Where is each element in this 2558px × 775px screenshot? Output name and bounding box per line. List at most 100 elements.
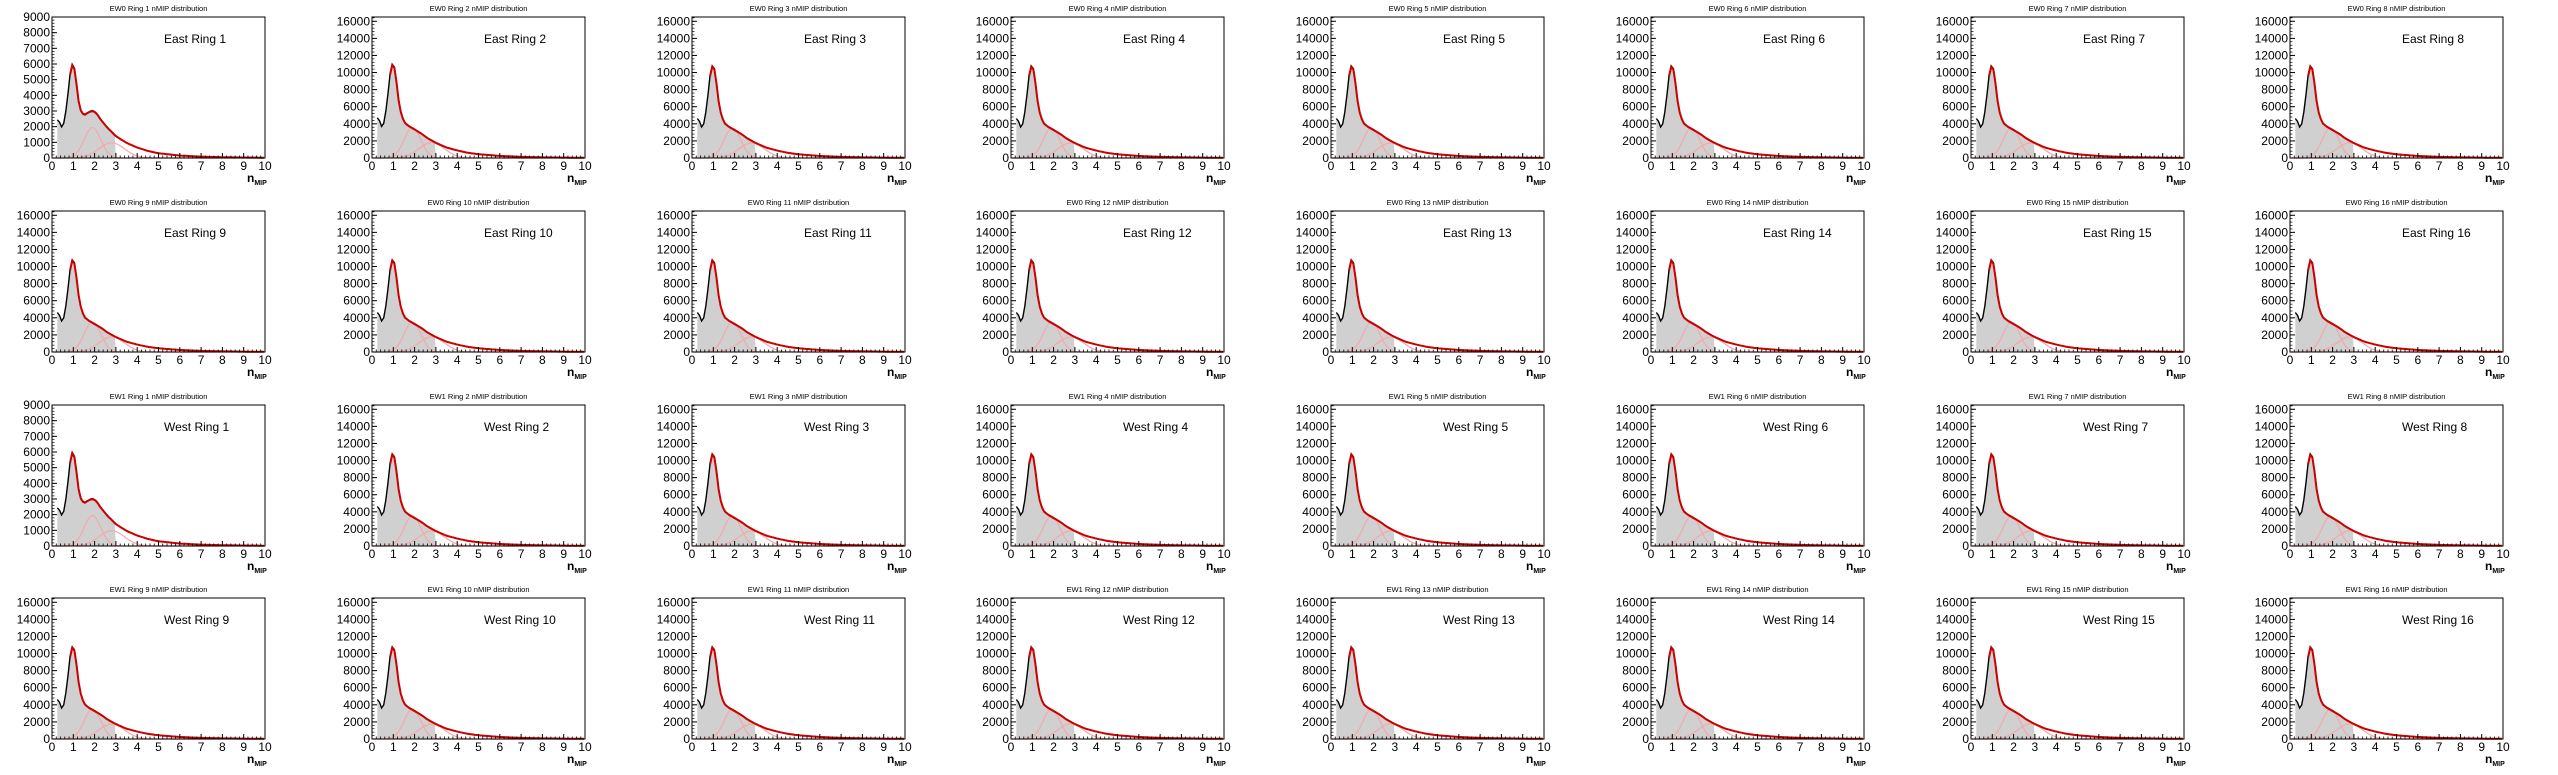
x-tick-label: 10 <box>898 740 912 754</box>
y-tick-label: 6000 <box>1302 100 1329 114</box>
x-tick-label: 0 <box>1647 547 1654 561</box>
x-tick-label: 5 <box>475 159 482 173</box>
x-tick-label: 0 <box>1328 547 1335 561</box>
x-tick-label: 4 <box>2052 740 2059 754</box>
x-tick-label: 9 <box>240 159 247 173</box>
y-tick-label: 2000 <box>1302 134 1329 148</box>
histogram-panel: EW1 Ring 4 nMIP distribution 0 1 2 3 4 5 6 7 8 9 10… <box>959 388 1279 582</box>
x-tick-label: 8 <box>2138 353 2145 367</box>
ring-label: East Ring 7 <box>2083 32 2145 46</box>
fit-curve <box>1667 645 1863 741</box>
x-axis-title-sub: MIP <box>894 374 907 381</box>
x-tick-label: 10 <box>2497 353 2511 367</box>
x-tick-label: 9 <box>2479 159 2486 173</box>
x-axis-title: nMIP <box>1526 171 1546 187</box>
fit-curve <box>388 645 584 741</box>
x-axis-title-sub: MIP <box>1214 761 1227 768</box>
y-tick-label: 14000 <box>656 419 690 433</box>
x-tick-label: 7 <box>1477 547 1484 561</box>
x-tick-label: 9 <box>1839 353 1846 367</box>
x-axis-title: nMIP <box>1846 365 1866 381</box>
y-tick-label: 16000 <box>1296 596 1330 610</box>
panel-title: EW1 Ring 11 nMIP distribution <box>747 585 848 594</box>
y-tick-label: 0 <box>1962 151 1969 165</box>
x-tick-label: 9 <box>240 547 247 561</box>
x-axis-title-main: n <box>1206 365 1213 379</box>
x-tick-label: 9 <box>560 353 567 367</box>
histogram-panel: EW0 Ring 7 nMIP distribution 0 1 2 3 4 5 6 7 8 9 10… <box>1919 0 2239 194</box>
x-tick-label: 4 <box>134 159 141 173</box>
x-tick-label: 2 <box>1690 159 1697 173</box>
x-tick-label: 7 <box>837 740 844 754</box>
x-tick-label: 5 <box>475 547 482 561</box>
y-tick-label: 14000 <box>1615 613 1649 627</box>
y-tick-label: 1000 <box>23 135 50 149</box>
ring-label: East Ring 16 <box>2402 226 2471 240</box>
x-axis-title: nMIP <box>247 171 267 187</box>
gray-fill-area <box>2295 68 2355 158</box>
x-tick-label: 9 <box>1839 159 1846 173</box>
y-tick-label: 10000 <box>336 259 370 273</box>
y-tick-label: 5000 <box>23 460 50 474</box>
x-tick-label: 5 <box>1754 740 1761 754</box>
x-axis-title: nMIP <box>2485 365 2505 381</box>
x-axis-title-sub: MIP <box>2173 180 2186 187</box>
y-tick-label: 4000 <box>2262 311 2289 325</box>
x-tick-label: 7 <box>2116 547 2123 561</box>
x-tick-label: 2 <box>91 547 98 561</box>
panel-title: EW1 Ring 2 nMIP distribution <box>429 392 527 401</box>
x-tick-label: 1 <box>1029 740 1036 754</box>
fit-curve <box>69 645 264 741</box>
y-tick-label: 4000 <box>1302 311 1329 325</box>
x-tick-label: 2 <box>1051 159 1058 173</box>
y-tick-label: 6000 <box>1942 293 1969 307</box>
x-tick-label: 0 <box>1967 159 1974 173</box>
x-axis-title-main: n <box>247 171 254 185</box>
x-tick-label: 5 <box>1434 740 1441 754</box>
y-tick-label: 14000 <box>2255 31 2289 45</box>
y-tick-label: 2000 <box>343 328 370 342</box>
y-tick-label: 2000 <box>1942 134 1969 148</box>
x-axis-title: nMIP <box>247 752 267 768</box>
y-tick-label: 4000 <box>983 698 1010 712</box>
y-tick-label: 0 <box>1322 539 1329 553</box>
x-tick-label: 3 <box>1072 740 1079 754</box>
histogram-panel: EW0 Ring 15 nMIP distribution 0 1 2 3 4 5 6 7 8 9 1… <box>1919 194 2239 388</box>
y-tick-label: 7000 <box>23 41 50 55</box>
x-tick-label: 8 <box>219 547 226 561</box>
x-tick-label: 1 <box>390 740 397 754</box>
y-tick-label: 2000 <box>663 715 690 729</box>
x-tick-label: 10 <box>2177 353 2191 367</box>
x-axis-title: nMIP <box>1526 559 1546 575</box>
x-tick-label: 3 <box>2351 740 2358 754</box>
gray-fill-area <box>377 67 436 158</box>
y-tick-label: 4000 <box>343 504 370 518</box>
x-tick-label: 1 <box>390 547 397 561</box>
panel-title: EW0 Ring 15 nMIP distribution <box>2026 198 2128 207</box>
x-axis-title-sub: MIP <box>2493 568 2506 575</box>
x-tick-label: 3 <box>1392 159 1399 173</box>
y-tick-label: 0 <box>363 539 370 553</box>
y-tick-label: 14000 <box>336 419 370 433</box>
fit-curve <box>1348 452 1543 547</box>
x-tick-label: 4 <box>454 547 461 561</box>
y-tick-label: 2000 <box>2262 521 2289 535</box>
x-tick-label: 10 <box>1218 353 1232 367</box>
y-tick-label: 14000 <box>336 31 370 45</box>
y-tick-label: 2000 <box>23 328 50 342</box>
y-tick-label: 4000 <box>663 504 690 518</box>
x-tick-label: 7 <box>518 740 525 754</box>
panel-title: EW1 Ring 13 nMIP distribution <box>1387 585 1489 594</box>
x-tick-label: 0 <box>688 547 695 561</box>
x-tick-label: 5 <box>1434 159 1441 173</box>
y-tick-label: 12000 <box>336 242 370 256</box>
x-axis-title: nMIP <box>247 559 267 575</box>
x-tick-label: 4 <box>1733 159 1740 173</box>
histogram-panel: EW0 Ring 14 nMIP distribution 0 1 2 3 4 5 6 7 8 9 1… <box>1599 194 1919 388</box>
x-tick-label: 10 <box>258 740 272 754</box>
y-tick-label: 0 <box>43 732 50 746</box>
y-tick-label: 8000 <box>983 276 1010 290</box>
